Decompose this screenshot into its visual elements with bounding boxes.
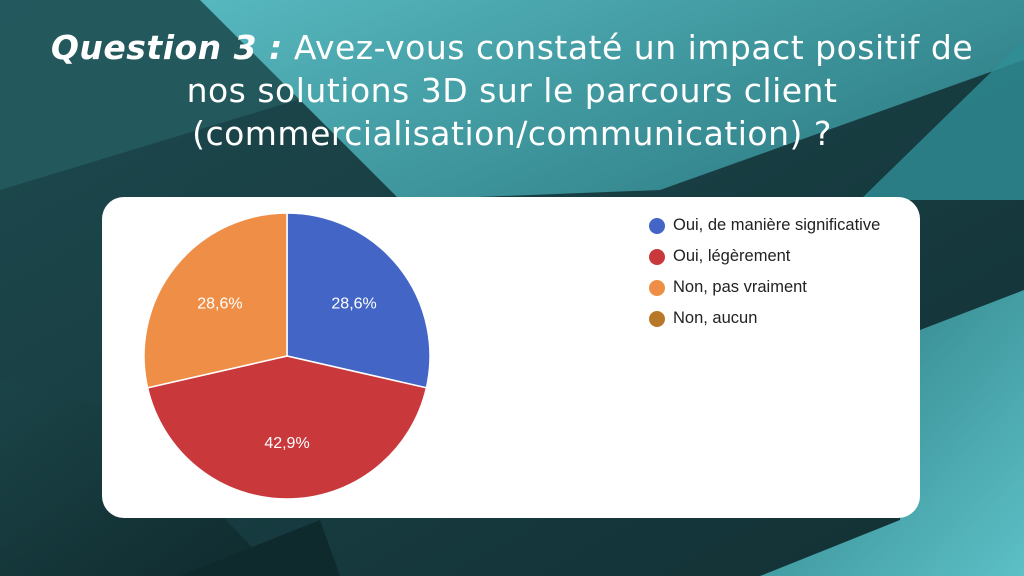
question-text: Avez-vous constaté un impact positif de … [186,28,974,153]
slice-label: 28,6% [331,296,376,313]
legend-item: Non, pas vraiment [649,272,880,303]
legend-swatch [649,217,665,234]
pie-slice [143,212,288,389]
legend-label: Oui, légèrement [673,247,791,265]
legend-label: Non, aucun [673,309,758,327]
chart-legend: Oui, de manière significative Oui, légère… [649,210,880,334]
slice-label: 42,9% [264,435,309,452]
legend-swatch [649,248,665,265]
slice-label: 28,6% [197,296,242,313]
legend-label: Oui, de manière significative [673,216,881,234]
legend-swatch [649,279,665,296]
pie-chart: 28,6% 42,9% 28,6% [143,212,431,500]
legend-item: Non, aucun [649,303,880,334]
legend-swatch [649,310,665,327]
pie-slice [286,212,431,389]
question-number: Question 3 : [50,28,283,67]
legend-item: Oui, de manière significative [649,210,880,241]
legend-item: Oui, légèrement [649,241,880,272]
chart-card: 28,6% 42,9% 28,6% Oui, de manière signific… [102,197,920,518]
pie-slice [146,355,428,500]
question-title: Question 3 : Avez-vous constaté un impac… [28,26,996,155]
legend-label: Non, pas vraiment [673,278,807,296]
